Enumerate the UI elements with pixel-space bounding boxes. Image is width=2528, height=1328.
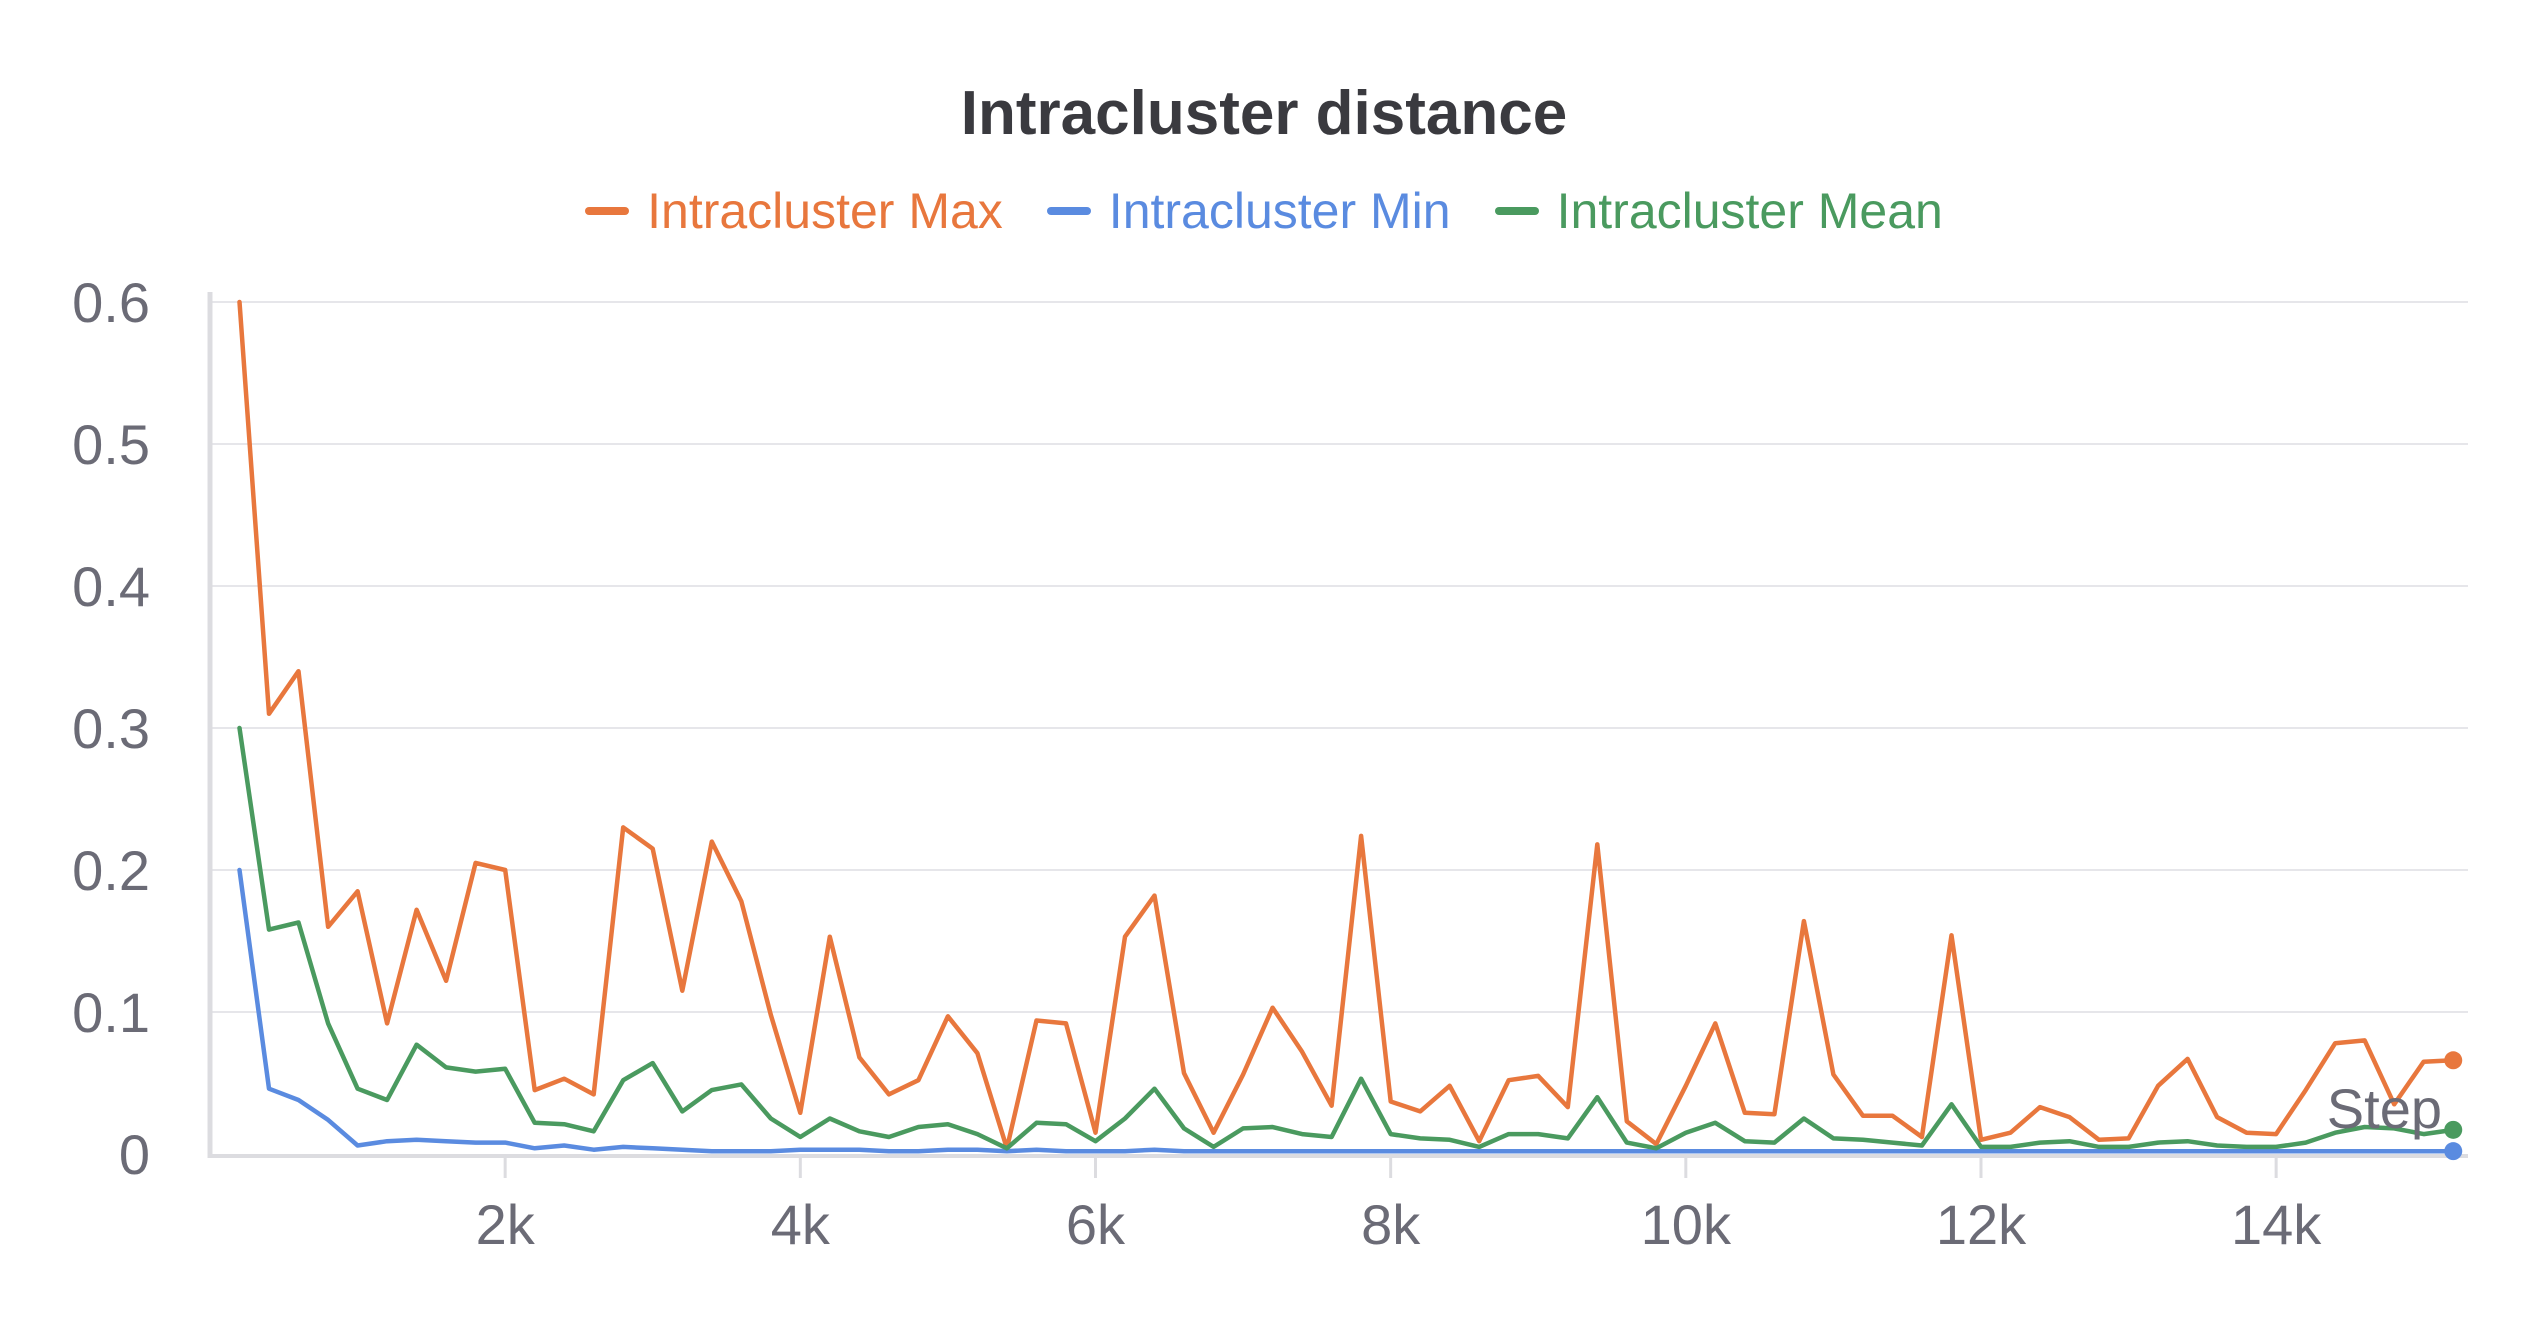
y-tick-label: 0.6 [72, 271, 150, 334]
y-tick-label: 0.1 [72, 981, 150, 1044]
legend-swatch-min [1046, 207, 1091, 215]
series-line-2 [237, 725, 2456, 1151]
series-line-0 [237, 299, 2456, 1151]
legend-label-mean: Intracluster Mean [1556, 183, 1943, 239]
legend-swatch-mean [1494, 207, 1539, 215]
x-tick-label: 2k [476, 1193, 536, 1256]
legend-label-min: Intracluster Min [1108, 183, 1451, 239]
legend-swatch-max [585, 207, 630, 215]
series-endpoint-0 [2444, 1051, 2463, 1070]
x-tick-label: 4k [771, 1193, 831, 1256]
y-tick-label: 0.5 [72, 413, 150, 476]
legend-item-max[interactable]: Intracluster Max [585, 182, 1003, 240]
chart-title: Intracluster distance [960, 79, 1568, 148]
y-tick-label: 0.4 [72, 555, 150, 618]
axes [207, 292, 2468, 1178]
series-endpoint-1 [2444, 1142, 2463, 1161]
x-axis-label: Step [2327, 1077, 2442, 1140]
series-line-1 [237, 867, 2456, 1154]
series-lines [237, 299, 2463, 1161]
y-tick-label: 0.2 [72, 839, 150, 902]
y-tick-label: 0 [119, 1123, 150, 1186]
x-tick-label: 14k [2231, 1193, 2322, 1256]
legend-label-max: Intracluster Max [647, 183, 1003, 239]
legend-item-min[interactable]: Intracluster Min [1046, 182, 1451, 240]
legend-item-mean[interactable]: Intracluster Mean [1494, 182, 1943, 240]
x-tick-label: 8k [1361, 1193, 1421, 1256]
series-endpoint-2 [2444, 1120, 2463, 1139]
x-tick-label: 6k [1066, 1193, 1126, 1256]
x-tick-label: 10k [1641, 1193, 1732, 1256]
y-tick-label: 0.3 [72, 697, 150, 760]
x-tick-label: 12k [1936, 1193, 2027, 1256]
legend: Intracluster Max Intracluster Min Intrac… [0, 182, 2528, 240]
grid-lines [210, 301, 2468, 1013]
